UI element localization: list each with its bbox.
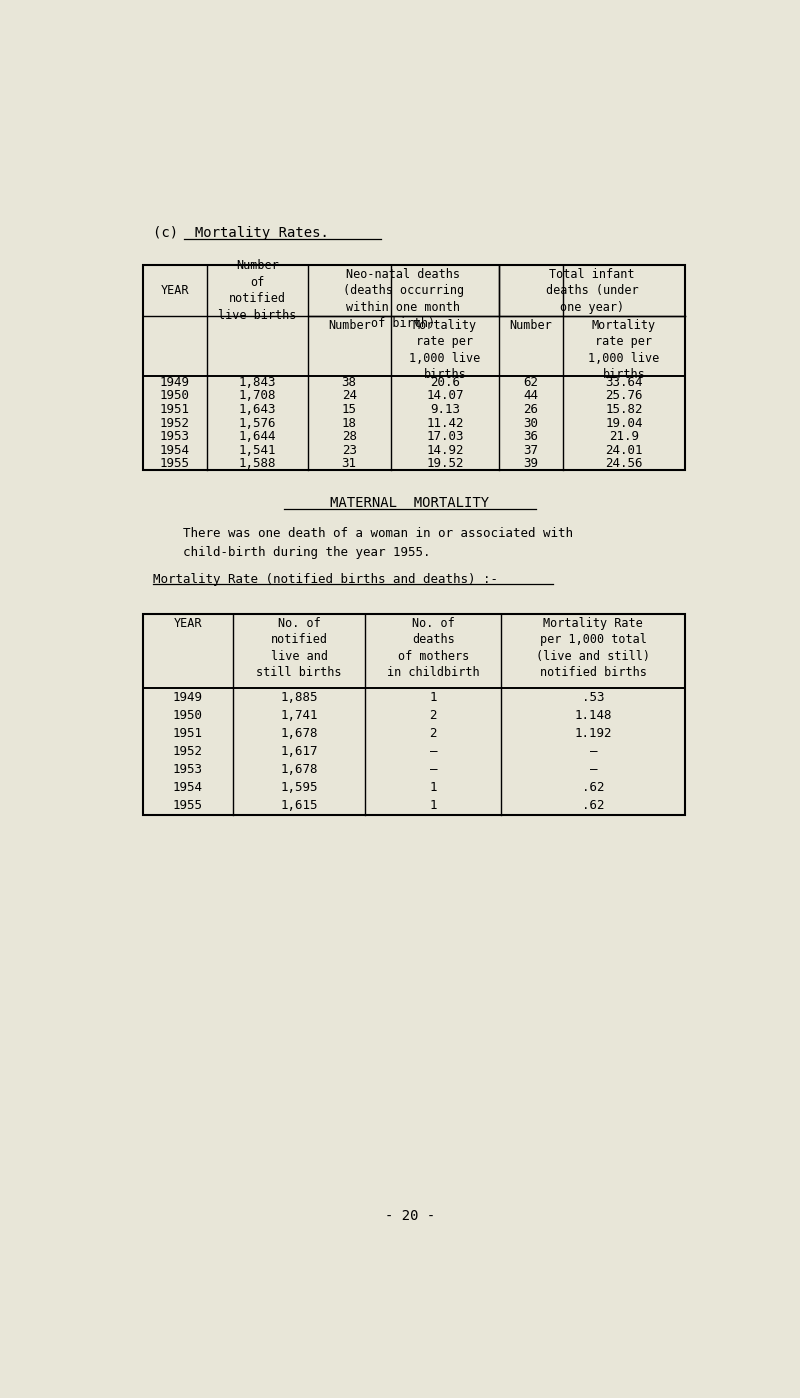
Text: 39: 39	[523, 457, 538, 470]
Text: 1,708: 1,708	[238, 390, 276, 403]
Text: 1: 1	[430, 800, 437, 812]
Text: 1950: 1950	[160, 390, 190, 403]
Text: 24.01: 24.01	[605, 443, 642, 457]
Text: —: —	[590, 763, 597, 776]
Text: 21.9: 21.9	[609, 431, 639, 443]
Text: YEAR: YEAR	[174, 617, 202, 629]
Text: .53: .53	[582, 691, 605, 703]
Text: 1951: 1951	[160, 403, 190, 417]
Text: 26: 26	[523, 403, 538, 417]
Text: 1952: 1952	[160, 417, 190, 429]
Text: 24: 24	[342, 390, 357, 403]
Text: 24.56: 24.56	[605, 457, 642, 470]
Text: .62: .62	[582, 800, 605, 812]
Text: 1951: 1951	[173, 727, 203, 740]
Text: Number: Number	[510, 319, 552, 331]
Text: Mortality
rate per
1,000 live
births: Mortality rate per 1,000 live births	[588, 319, 659, 382]
Text: 37: 37	[523, 443, 538, 457]
Text: 1949: 1949	[173, 691, 203, 703]
Text: Total infant
deaths (under
one year): Total infant deaths (under one year)	[546, 268, 638, 315]
Text: 18: 18	[342, 417, 357, 429]
Text: Mortality
rate per
1,000 live
births: Mortality rate per 1,000 live births	[410, 319, 481, 382]
Text: Mortality Rate (notified births and deaths) :-: Mortality Rate (notified births and deat…	[153, 573, 498, 586]
Text: —: —	[430, 745, 437, 758]
Text: 1.148: 1.148	[574, 709, 612, 721]
Text: 1: 1	[430, 691, 437, 703]
Text: 1955: 1955	[160, 457, 190, 470]
Text: —: —	[590, 745, 597, 758]
Text: 1,678: 1,678	[281, 763, 318, 776]
Text: 28: 28	[342, 431, 357, 443]
Text: 1,741: 1,741	[281, 709, 318, 721]
Text: —: —	[430, 763, 437, 776]
Text: 1: 1	[430, 781, 437, 794]
Text: 19.52: 19.52	[426, 457, 464, 470]
Text: 38: 38	[342, 376, 357, 389]
Text: 30: 30	[523, 417, 538, 429]
Text: No. of
notified
live and
still births: No. of notified live and still births	[257, 617, 342, 679]
Text: 23: 23	[342, 443, 357, 457]
Text: (c)  Mortality Rates.: (c) Mortality Rates.	[153, 226, 329, 240]
Text: 1952: 1952	[173, 745, 203, 758]
Text: 31: 31	[342, 457, 357, 470]
Text: 62: 62	[523, 376, 538, 389]
Text: 11.42: 11.42	[426, 417, 464, 429]
Text: 2: 2	[430, 727, 437, 740]
Text: 1,595: 1,595	[281, 781, 318, 794]
Text: 25.76: 25.76	[605, 390, 642, 403]
Text: 1,576: 1,576	[238, 417, 276, 429]
Text: 1,541: 1,541	[238, 443, 276, 457]
Text: 1950: 1950	[173, 709, 203, 721]
Text: 15: 15	[342, 403, 357, 417]
Text: - 20 -: - 20 -	[385, 1209, 435, 1223]
Text: Number: Number	[328, 319, 370, 331]
Text: 1954: 1954	[173, 781, 203, 794]
Text: 1954: 1954	[160, 443, 190, 457]
Text: 1,678: 1,678	[281, 727, 318, 740]
Bar	[142, 614, 685, 815]
Text: 15.82: 15.82	[605, 403, 642, 417]
Bar	[142, 264, 685, 470]
Text: There was one death of a woman in or associated with
    child-birth during the : There was one death of a woman in or ass…	[153, 527, 573, 559]
Text: Number
of
notified
live births: Number of notified live births	[218, 259, 297, 322]
Text: 1,644: 1,644	[238, 431, 276, 443]
Text: 19.04: 19.04	[605, 417, 642, 429]
Text: No. of
deaths
of mothers
in childbirth: No. of deaths of mothers in childbirth	[387, 617, 479, 679]
Text: 1955: 1955	[173, 800, 203, 812]
Text: 1,843: 1,843	[238, 376, 276, 389]
Text: 36: 36	[523, 431, 538, 443]
Text: YEAR: YEAR	[161, 284, 189, 296]
Text: Neo-natal deaths
(deaths occurring
within one month
of birth): Neo-natal deaths (deaths occurring withi…	[343, 268, 464, 330]
Text: 14.92: 14.92	[426, 443, 464, 457]
Text: MATERNAL  MORTALITY: MATERNAL MORTALITY	[330, 496, 490, 510]
Text: 1,617: 1,617	[281, 745, 318, 758]
Text: 1,643: 1,643	[238, 403, 276, 417]
Text: 1,885: 1,885	[281, 691, 318, 703]
Text: Mortality Rate
per 1,000 total
(live and still)
notified births: Mortality Rate per 1,000 total (live and…	[536, 617, 650, 679]
Text: 1,588: 1,588	[238, 457, 276, 470]
Text: 1.192: 1.192	[574, 727, 612, 740]
Text: 2: 2	[430, 709, 437, 721]
Text: 1953: 1953	[160, 431, 190, 443]
Text: 17.03: 17.03	[426, 431, 464, 443]
Text: 20.6: 20.6	[430, 376, 460, 389]
Text: 44: 44	[523, 390, 538, 403]
Text: 1953: 1953	[173, 763, 203, 776]
Text: 9.13: 9.13	[430, 403, 460, 417]
Text: 14.07: 14.07	[426, 390, 464, 403]
Text: 33.64: 33.64	[605, 376, 642, 389]
Text: 1,615: 1,615	[281, 800, 318, 812]
Text: 1949: 1949	[160, 376, 190, 389]
Text: .62: .62	[582, 781, 605, 794]
